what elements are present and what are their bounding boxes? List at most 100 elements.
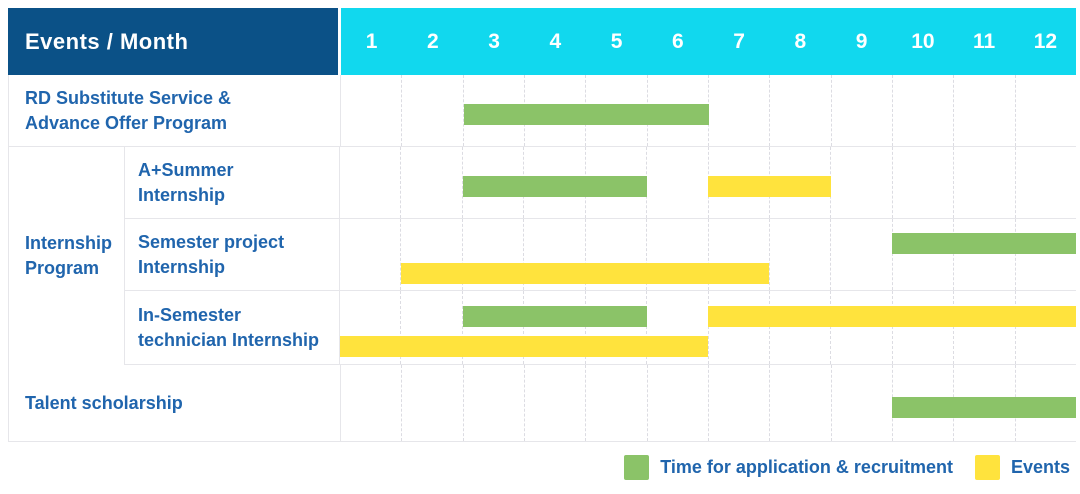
month-column <box>525 365 587 441</box>
month-column <box>954 219 1016 290</box>
month-gridlines <box>340 291 1076 364</box>
month-header-8: 8 <box>794 29 807 53</box>
month-header-9: 9 <box>855 29 868 53</box>
month-column <box>709 219 770 290</box>
bar-line <box>340 263 1076 284</box>
timeline-in-semester-technician <box>340 291 1076 364</box>
event-bar <box>340 336 708 357</box>
bar-line <box>340 336 1076 357</box>
month-header-7: 7 <box>733 29 745 53</box>
month-column <box>709 291 770 364</box>
month-column <box>401 291 463 364</box>
bar-line <box>341 104 1076 125</box>
month-column <box>770 147 832 218</box>
application-bar <box>463 104 709 125</box>
month-column <box>463 291 525 364</box>
internship-program-group: Internship Program A+Summer Internship S… <box>9 147 1076 365</box>
month-column <box>402 365 464 441</box>
month-column <box>893 291 955 364</box>
month-column <box>954 147 1016 218</box>
month-column <box>648 365 709 441</box>
month-header-strip: 1 2 3 4 5 6 7 8 9 10 11 12 <box>341 8 1076 75</box>
month-column <box>647 291 709 364</box>
timeline-a-plus-summer <box>340 147 1076 218</box>
month-column <box>770 75 832 146</box>
application-bar <box>462 176 647 197</box>
month-column <box>831 219 893 290</box>
bar-lines <box>340 219 1076 290</box>
month-column <box>341 365 403 441</box>
month-column <box>770 365 832 441</box>
month-column <box>402 75 464 146</box>
timeline-rd-substitute <box>341 75 1076 146</box>
month-column <box>524 291 586 364</box>
month-header-1: 1 <box>365 29 378 53</box>
bar-line <box>340 233 1076 254</box>
event-bar <box>708 176 831 197</box>
legend: Time for application & recruitment Event… <box>624 451 1070 483</box>
row-label-semester-project: Semester project Internship <box>125 219 340 290</box>
month-column <box>770 291 832 364</box>
events-color-swatch <box>974 454 1000 480</box>
month-header-4: 4 <box>549 29 562 53</box>
month-header-10: 10 <box>911 29 935 53</box>
month-header-3: 3 <box>488 29 500 53</box>
month-column <box>893 147 955 218</box>
bar-lines <box>340 147 1076 218</box>
month-column <box>340 291 402 364</box>
month-column <box>340 219 402 290</box>
month-column <box>954 291 1016 364</box>
month-header-5: 5 <box>610 29 623 53</box>
bar-line <box>340 306 1076 327</box>
legend-label-events: Events <box>1010 456 1070 477</box>
bar-lines <box>341 75 1076 146</box>
month-column <box>832 75 893 146</box>
month-column <box>647 219 709 290</box>
events-table: Events / Month 1 2 3 4 5 6 7 8 9 10 11 12 RD Substi… <box>8 8 1076 442</box>
events-month-header: Events / Month <box>8 8 341 75</box>
row-label-talent-scholarship: Talent scholarship <box>9 365 341 441</box>
legend-label-application: Time for application & recruitment <box>660 456 953 477</box>
timeline-talent-scholarship <box>341 365 1076 441</box>
bar-line <box>340 176 1076 197</box>
row-a-plus-summer: A+Summer Internship <box>125 147 1076 219</box>
month-column <box>463 219 525 290</box>
application-color-swatch <box>624 454 650 480</box>
bar-lines <box>341 365 1076 441</box>
month-column <box>401 147 463 218</box>
group-label-internship-program: Internship Program <box>9 147 125 365</box>
application-bar <box>462 306 647 327</box>
month-column <box>524 219 586 290</box>
row-rd-substitute-service: RD Substitute Service & Advance Offer Pr… <box>9 75 1076 147</box>
application-bar <box>892 396 1076 418</box>
row-label-in-semester-technician: In-Semester technician Internship <box>125 291 340 364</box>
month-header-6: 6 <box>672 29 684 53</box>
bar-lines <box>340 291 1076 364</box>
event-bar <box>708 306 1076 327</box>
row-label-a-plus-summer: A+Summer Internship <box>125 147 340 218</box>
row-label-rd-substitute: RD Substitute Service & Advance Offer Pr… <box>9 75 341 146</box>
month-column <box>893 219 955 290</box>
bar-line <box>341 396 1076 418</box>
application-bar <box>892 233 1076 254</box>
month-column <box>831 147 893 218</box>
table-header-row: Events / Month 1 2 3 4 5 6 7 8 9 10 11 12 <box>8 8 1076 75</box>
month-header-2: 2 <box>427 29 439 53</box>
row-in-semester-technician: In-Semester technician Internship <box>125 291 1076 365</box>
month-column <box>831 291 893 364</box>
legend-item-events: Events <box>974 454 1070 480</box>
event-bar <box>401 263 770 284</box>
month-header-11: 11 <box>973 29 996 53</box>
table-body: RD Substitute Service & Advance Offer Pr… <box>8 75 1076 442</box>
month-column <box>464 365 525 441</box>
month-column <box>586 291 648 364</box>
month-header-12: 12 <box>1033 29 1058 53</box>
month-column <box>709 365 771 441</box>
month-column <box>586 219 648 290</box>
month-column <box>954 75 1016 146</box>
month-column <box>586 365 648 441</box>
month-column <box>770 219 832 290</box>
month-column <box>341 75 403 146</box>
internship-program-subrows: A+Summer Internship Semester project Int… <box>125 147 1076 365</box>
